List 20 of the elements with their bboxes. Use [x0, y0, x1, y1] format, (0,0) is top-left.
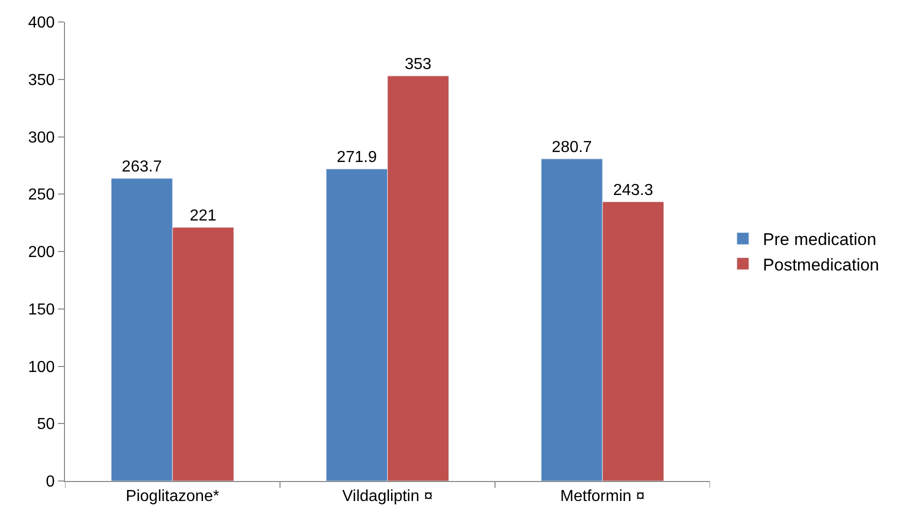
y-tick-label: 400: [28, 14, 55, 32]
data-label: 221: [190, 207, 217, 224]
data-label: 243.3: [613, 182, 654, 199]
x-tick-label: Vildagliptin ¤: [342, 488, 433, 506]
data-label: 271.9: [336, 148, 377, 166]
x-tick-label: Metformin ¤: [560, 488, 645, 506]
y-tick-label: 200: [28, 244, 55, 262]
y-tick-label: 50: [37, 416, 55, 434]
y-tick-label: 350: [28, 72, 55, 89]
y-tick-label: 300: [28, 129, 55, 146]
x-tick-label: Pioglitazone*: [126, 488, 220, 506]
data-label: 353: [404, 56, 432, 73]
legend-label: Pre medication: [762, 230, 876, 250]
y-tick-label: 250: [28, 186, 55, 204]
y-tick-label: 150: [28, 301, 55, 318]
y-tick-label: 100: [28, 358, 55, 376]
y-tick-label: 0: [46, 474, 55, 491]
legend-label: Postmedication: [762, 255, 880, 274]
data-label: 280.7: [552, 138, 592, 156]
data-label: 263.7: [122, 158, 162, 176]
